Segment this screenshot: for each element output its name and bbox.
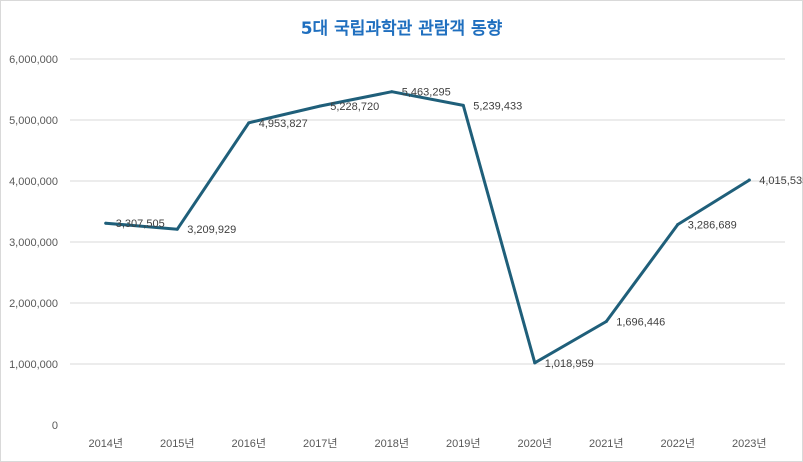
x-tick-label: 2015년 xyxy=(160,437,195,450)
y-tick-label: 4,000,000 xyxy=(9,176,58,188)
y-tick-label: 1,000,000 xyxy=(9,359,58,371)
data-label: 5,228,720 xyxy=(330,101,379,113)
data-label: 3,209,929 xyxy=(187,224,236,236)
x-axis: 2014년 2015년 2016년 2017년 2018년 2019년 2020년 2021년… xyxy=(88,437,766,450)
data-label: 5,239,433 xyxy=(473,100,522,112)
data-label: 4,953,827 xyxy=(259,118,308,130)
x-tick-label: 2019년 xyxy=(446,437,481,450)
data-label: 5,463,295 xyxy=(402,87,451,99)
y-tick-label: 0 xyxy=(52,420,58,432)
x-tick-label: 2017년 xyxy=(303,437,338,450)
x-tick-label: 2018년 xyxy=(374,437,409,450)
series-line xyxy=(104,90,751,365)
data-point xyxy=(390,90,394,94)
x-tick-label: 2014년 xyxy=(88,437,123,450)
x-tick-label: 2020년 xyxy=(517,437,552,450)
y-axis: 0 1,000,000 2,000,000 3,000,000 4,000,000 5,0… xyxy=(9,54,58,432)
data-label: 1,018,959 xyxy=(545,358,594,370)
x-tick-label: 2016년 xyxy=(231,437,266,450)
data-label: 3,307,505 xyxy=(116,218,165,230)
y-tick-label: 6,000,000 xyxy=(9,54,58,66)
data-point xyxy=(533,361,537,365)
data-point xyxy=(747,178,751,182)
data-point xyxy=(104,221,108,225)
chart-title: 5대 국립과학관 관람객 동향 xyxy=(300,19,503,39)
data-point xyxy=(461,103,465,107)
series xyxy=(104,90,751,365)
data-labels: 3,307,505 3,209,929 4,953,827 5,228,720 5,46… xyxy=(116,87,803,370)
data-point xyxy=(604,320,608,324)
data-point xyxy=(247,121,251,125)
data-point xyxy=(676,223,680,227)
y-tick-label: 2,000,000 xyxy=(9,298,58,310)
data-label: 1,696,446 xyxy=(616,317,665,329)
x-tick-label: 2023년 xyxy=(732,437,767,450)
data-point xyxy=(318,104,322,108)
y-tick-label: 5,000,000 xyxy=(9,115,58,127)
x-tick-label: 2021년 xyxy=(589,437,624,450)
data-label: 4,015,535 xyxy=(759,175,803,187)
data-label: 3,286,689 xyxy=(688,220,737,232)
gridlines xyxy=(70,58,785,365)
x-tick-label: 2022년 xyxy=(660,437,695,450)
y-tick-label: 3,000,000 xyxy=(9,237,58,249)
data-point xyxy=(175,227,179,231)
